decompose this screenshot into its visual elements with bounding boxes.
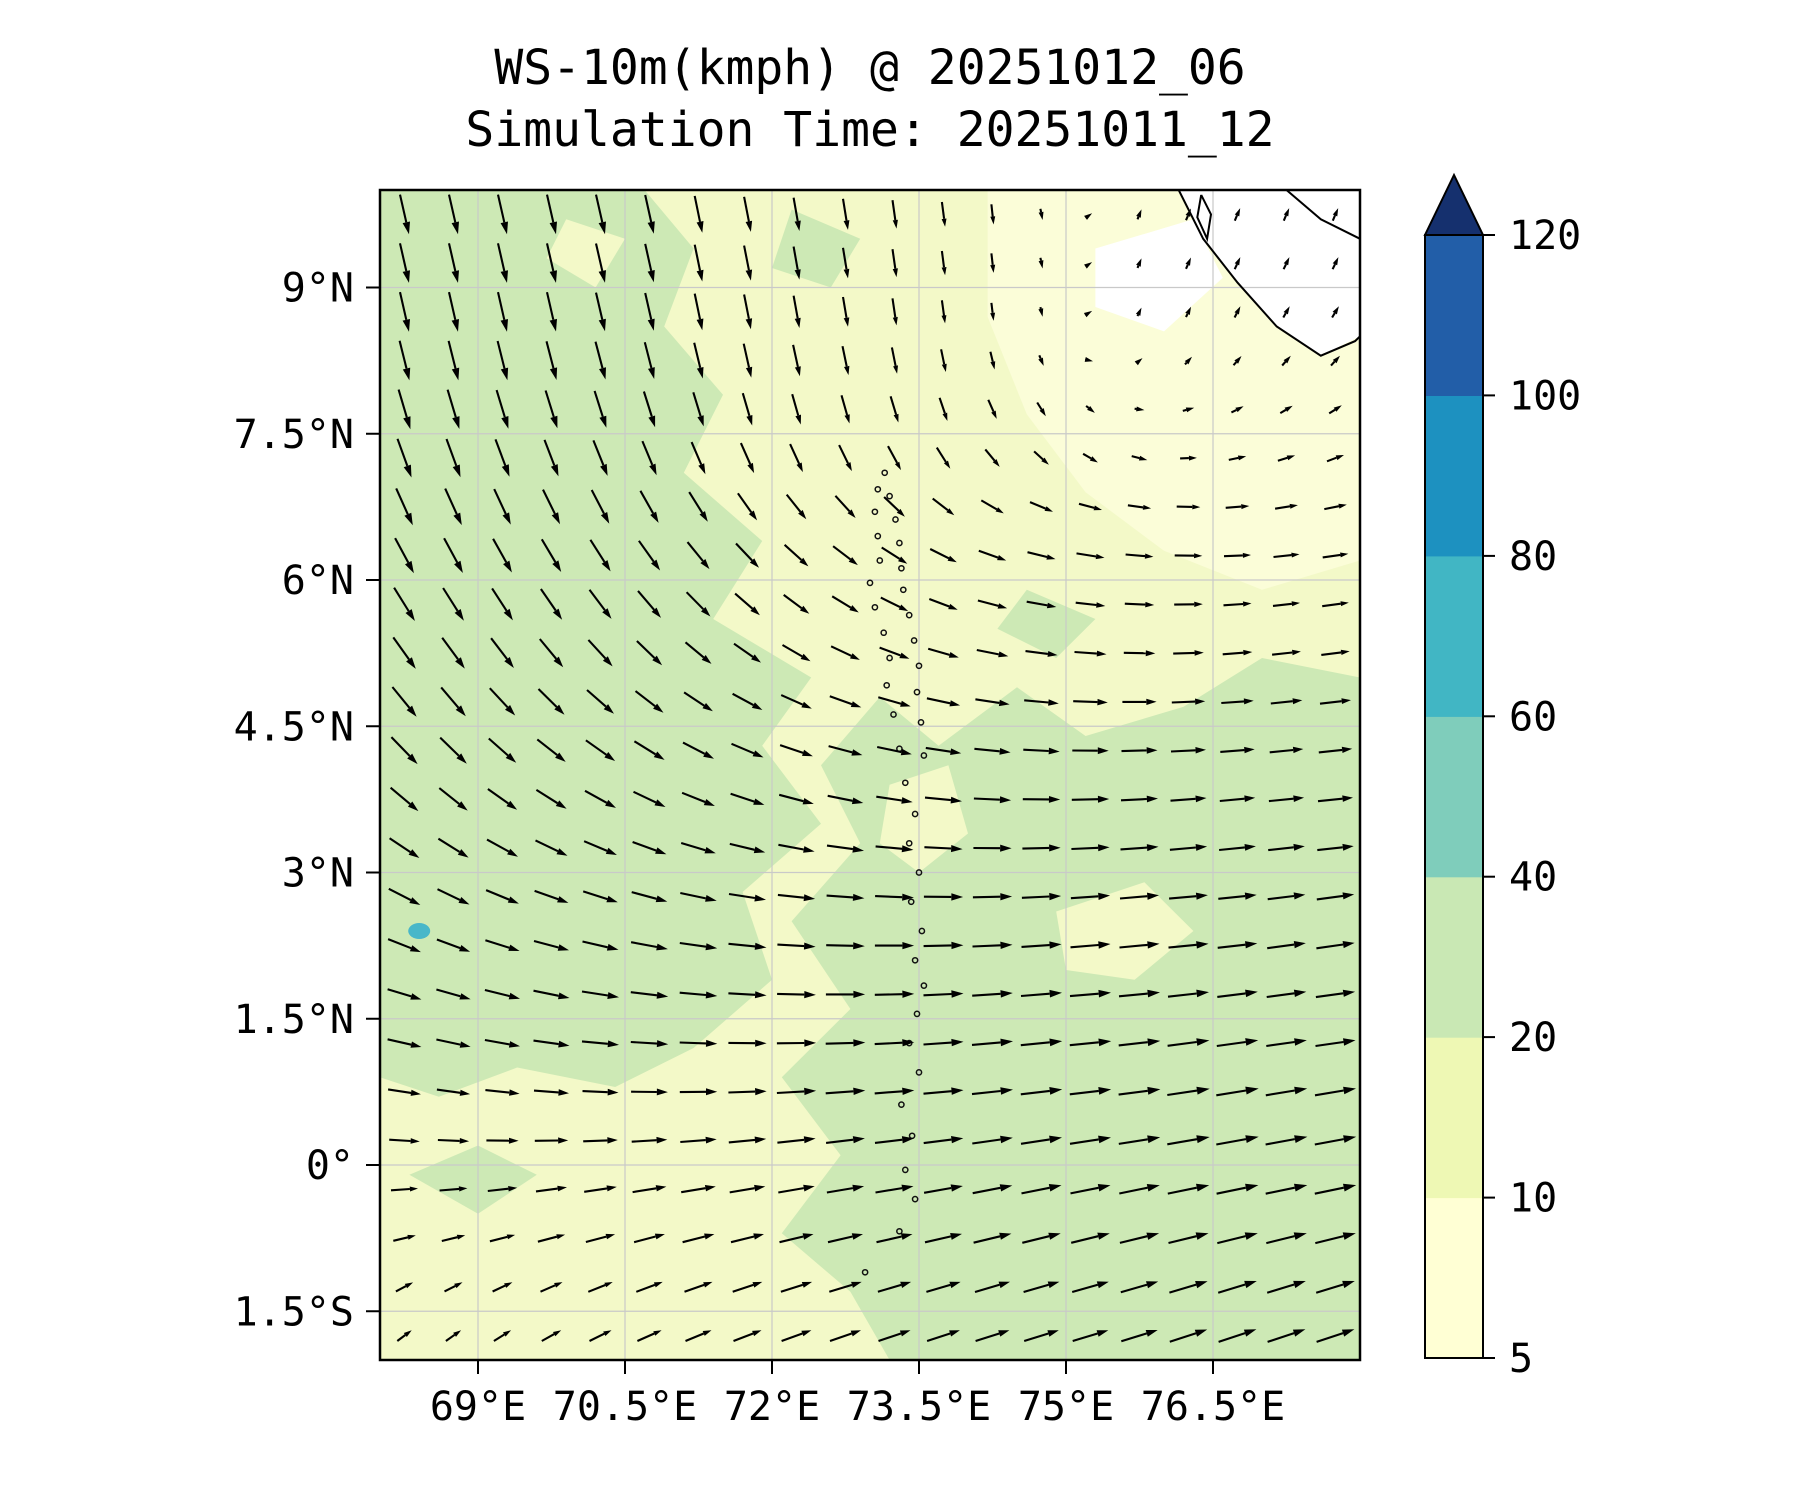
wind-arrow-shaft bbox=[1138, 217, 1139, 220]
wind-arrow-shaft bbox=[991, 303, 992, 313]
wind-arrow-shaft bbox=[991, 204, 992, 216]
wind-arrow-shaft bbox=[389, 1140, 410, 1141]
wind-arrow-shaft bbox=[973, 897, 1000, 898]
wind-arrow-shaft bbox=[1121, 799, 1147, 800]
x-tick-label: 70.5°E bbox=[553, 1384, 698, 1430]
wind-arrow-shaft bbox=[1138, 315, 1139, 316]
x-tick-label: 76.5°E bbox=[1141, 1384, 1286, 1430]
wind-arrow-shaft bbox=[1172, 702, 1195, 703]
y-tick-label: 7.5°N bbox=[234, 412, 354, 458]
colorbar-segment bbox=[1425, 716, 1483, 877]
wind-arrow-shaft bbox=[1183, 410, 1187, 411]
wind-arrow-shaft bbox=[1125, 604, 1146, 605]
colorbar-tick-label: 60 bbox=[1509, 694, 1557, 740]
wind-arrow-shaft bbox=[1022, 848, 1049, 849]
wind-arrow-shaft bbox=[632, 1140, 657, 1142]
x-tick-label: 73.5°E bbox=[847, 1384, 992, 1430]
wind-arrow-shaft bbox=[875, 1043, 903, 1044]
wind-arrow-shaft bbox=[875, 994, 903, 995]
wind-arrow-shaft bbox=[1023, 750, 1049, 751]
wind-arrow-shaft bbox=[924, 945, 952, 946]
wind-arrow-shaft bbox=[1138, 266, 1139, 268]
y-tick-label: 1.5°N bbox=[234, 997, 354, 1043]
wind-arrow-shaft bbox=[1226, 507, 1242, 508]
colorbar-segment bbox=[1425, 235, 1483, 396]
wind-arrow-shaft bbox=[1173, 653, 1194, 654]
contour-region-green-right-bottom bbox=[782, 658, 1360, 1360]
wind-arrow-shaft bbox=[583, 1140, 607, 1141]
y-tick-label: 1.5°S bbox=[234, 1289, 354, 1335]
wind-arrow-shaft bbox=[777, 945, 804, 947]
wind-arrow-shaft bbox=[1185, 363, 1187, 365]
wind-arrow-shaft bbox=[1039, 355, 1040, 358]
wind-arrow-shaft bbox=[1122, 750, 1147, 751]
wind-arrow-shaft bbox=[924, 847, 951, 848]
colorbar-tick-label: 20 bbox=[1509, 1015, 1557, 1061]
wind-arrow-shaft bbox=[438, 1140, 460, 1141]
x-tick-label: 75°E bbox=[1018, 1384, 1114, 1430]
wind-arrow-shaft bbox=[728, 1092, 755, 1093]
y-tick-label: 6°N bbox=[282, 558, 354, 604]
colorbar-segment bbox=[1425, 395, 1483, 556]
wind-arrow-shaft bbox=[973, 945, 1001, 946]
wind-arrow-shaft bbox=[974, 799, 1000, 800]
wind-arrow-shaft bbox=[1072, 799, 1098, 800]
y-tick-label: 3°N bbox=[282, 851, 354, 897]
chart-title: WS-10m(kmph) @ 20251012_06 bbox=[494, 40, 1245, 96]
chart-subtitle: Simulation Time: 20251011_12 bbox=[465, 102, 1274, 158]
y-tick-label: 9°N bbox=[282, 266, 354, 312]
colorbar-tick-label: 10 bbox=[1509, 1176, 1557, 1222]
colorbar-segment bbox=[1425, 556, 1483, 717]
colorbar-tick-label: 5 bbox=[1509, 1336, 1533, 1382]
colorbar: 5 10 20 40 60 80 100 120 bbox=[1425, 175, 1581, 1382]
wind-arrow-shaft bbox=[583, 1091, 608, 1092]
wind-arrow-shaft bbox=[1071, 848, 1098, 849]
wind-arrow-shaft bbox=[1224, 555, 1243, 556]
colorbar-tick-label: 120 bbox=[1509, 213, 1581, 259]
map-area bbox=[380, 190, 1360, 1360]
colorbar-tick-label: 80 bbox=[1509, 534, 1557, 580]
wind-arrow-shaft bbox=[991, 253, 992, 265]
wind-arrow-shaft bbox=[728, 993, 755, 995]
wind-arrow-shaft bbox=[777, 994, 804, 995]
colorbar-segment bbox=[1425, 1037, 1483, 1198]
wind-arrow-shaft bbox=[1040, 209, 1041, 212]
wind-arrow-shaft bbox=[391, 1189, 410, 1190]
y-tick-label: 0° bbox=[306, 1143, 354, 1189]
high-wind-spot bbox=[408, 923, 430, 939]
colorbar-tick-label: 40 bbox=[1509, 855, 1557, 901]
wind-arrow-shaft bbox=[826, 1043, 854, 1044]
wind-arrow-shaft bbox=[1224, 604, 1244, 605]
wind-arrow-shaft bbox=[826, 945, 853, 946]
wind-arrow-shaft bbox=[1073, 701, 1097, 702]
colorbar-segment bbox=[1425, 1198, 1483, 1359]
colorbar-tick-label: 100 bbox=[1509, 373, 1581, 419]
wind-arrow-shaft bbox=[875, 896, 902, 897]
wind-arrow-shaft bbox=[1022, 897, 1049, 898]
wind-arrow-shaft bbox=[1186, 314, 1188, 317]
x-tick-label: 69°E bbox=[430, 1384, 526, 1430]
x-tick-label: 72°E bbox=[724, 1384, 820, 1430]
wind-arrow-shaft bbox=[1040, 258, 1041, 261]
colorbar-extend-arrow bbox=[1425, 175, 1483, 235]
wind-arrow-shaft bbox=[1171, 750, 1196, 751]
colorbar-segment bbox=[1425, 877, 1483, 1038]
y-tick-label: 4.5°N bbox=[234, 704, 354, 750]
wind-arrow-shaft bbox=[680, 1043, 706, 1044]
wind-arrow-shaft bbox=[924, 994, 952, 995]
